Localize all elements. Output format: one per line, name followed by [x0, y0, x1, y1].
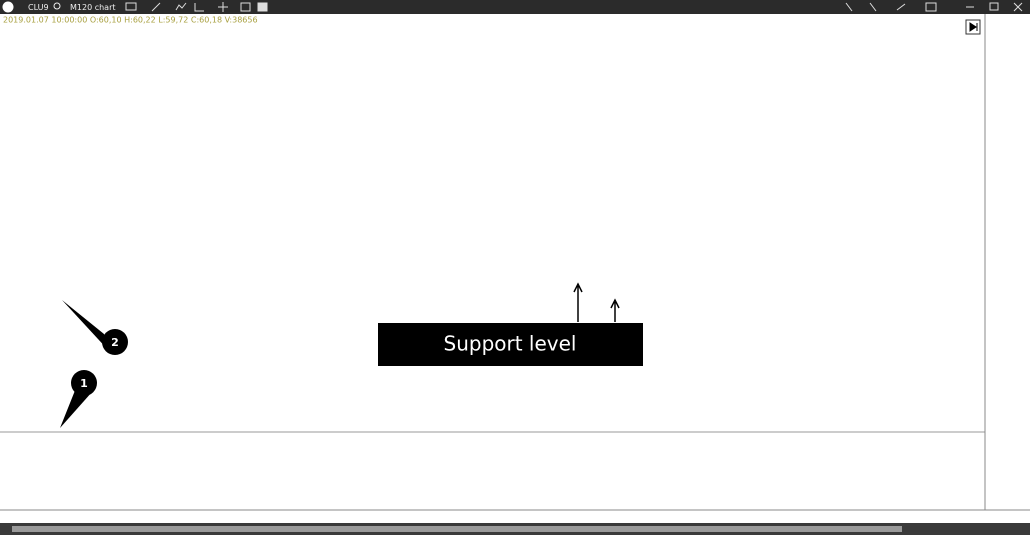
toolbar-icons[interactable] [125, 2, 1023, 12]
callout-label: 2 [111, 336, 119, 349]
chart-name[interactable]: M120 chart [70, 3, 116, 12]
annotations: Support level 2 1 [60, 282, 643, 428]
callout-label: 1 [80, 377, 88, 390]
support-label: Support level [444, 332, 577, 356]
scroll-thumb[interactable] [12, 526, 902, 532]
time-axis [0, 510, 1030, 523]
callout-circle [102, 329, 128, 355]
search-icon[interactable] [53, 2, 61, 10]
scroll-to-end-icon[interactable] [969, 22, 978, 32]
callout-pointer [62, 300, 110, 352]
ohlc-header: 2019.01.07 10:00:00 O:60,10 H:60,22 L:59… [3, 16, 258, 25]
app-logo[interactable] [2, 1, 14, 13]
support-arrows [573, 282, 620, 322]
callout-circle [71, 370, 97, 396]
toolbar [0, 0, 1030, 14]
support-box [378, 323, 643, 366]
callout-pointer [60, 388, 92, 428]
price-axis [985, 14, 1030, 510]
symbol[interactable]: CLU9 [28, 3, 49, 12]
